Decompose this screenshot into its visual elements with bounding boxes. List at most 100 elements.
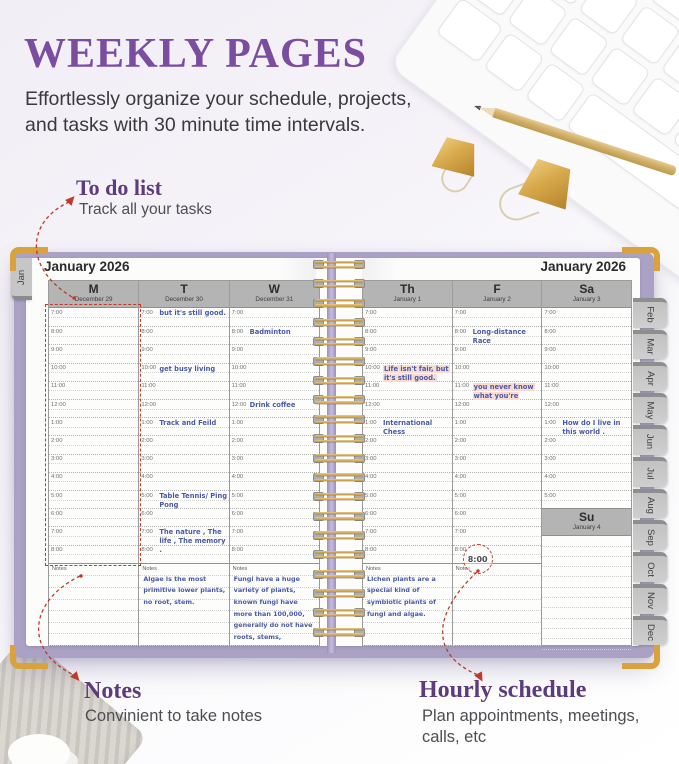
- ring-wire: [315, 594, 363, 598]
- slot-time-label: 8:00: [231, 328, 244, 335]
- half-hour-line: [542, 481, 632, 483]
- slot-time-label: 10:00: [141, 365, 157, 372]
- slot-time-label: 7:00: [141, 309, 153, 316]
- month-tab-aug: Aug: [633, 488, 667, 519]
- time-slot: 8:00: [452, 544, 542, 563]
- time-slot: 8:00: [139, 326, 229, 344]
- time-slot: 4:00: [542, 471, 632, 490]
- clip-body: [431, 135, 481, 177]
- slot-time-label: 11:00: [141, 383, 156, 390]
- ring-wire: [315, 357, 363, 360]
- ring-wire: [315, 497, 363, 501]
- slot-time-label: 7:00: [51, 528, 63, 535]
- spiral-ring: [313, 376, 365, 386]
- time-slots: 7:00 8:00 9:00 10:00 11:00 12:00 1:00 2:00 3:00 4…: [49, 308, 139, 563]
- half-hour-line: [139, 335, 229, 337]
- half-hour-line: [139, 499, 229, 501]
- month-tab-feb: Feb: [633, 298, 667, 328]
- slot-time-label: 9:00: [544, 346, 556, 353]
- ruled-line: [452, 575, 542, 577]
- ruled-line: [542, 608, 632, 619]
- month-tab-label: May: [644, 401, 656, 420]
- half-hour-line: [452, 554, 542, 556]
- month-tab-mar: Mar: [633, 329, 667, 360]
- time-slot: 9:00: [542, 344, 632, 362]
- time-slot: 11:00: [139, 380, 229, 399]
- month-tab-label: Oct: [644, 561, 656, 577]
- half-hour-line: [49, 499, 139, 501]
- half-hour-line: [363, 536, 452, 538]
- ring-wire: [315, 517, 363, 520]
- pencil-lead: [473, 104, 481, 111]
- ruled-line: [363, 645, 452, 647]
- slot-time-label: 6:00: [365, 510, 377, 517]
- gold-corner-icon: [10, 645, 48, 669]
- ring-wire: [315, 589, 363, 592]
- time-slot: 7:00: [452, 308, 542, 326]
- slot-entry: Track and Feild: [159, 419, 217, 428]
- time-slot: 12:00: [139, 399, 229, 417]
- slot-time-label: 12:00: [544, 401, 560, 408]
- day-letter: Sa: [579, 282, 595, 296]
- slot-time-label: 4:00: [544, 474, 556, 481]
- time-slot: 7:00: [49, 308, 139, 326]
- slot-time-label: 8:00: [544, 328, 556, 335]
- time-slot: 5:00: [363, 490, 452, 508]
- half-hour-line: [542, 372, 632, 374]
- spiral-ring: [313, 395, 365, 405]
- ring-wire: [315, 434, 363, 437]
- day-date: December 30: [165, 296, 203, 303]
- month-tab-label: Jul: [644, 467, 656, 480]
- half-hour-line: [49, 335, 139, 337]
- time-slot: 3:00: [49, 453, 139, 472]
- ring-wire: [315, 395, 363, 399]
- half-hour-line: [452, 536, 542, 538]
- spiral-ring: [313, 530, 365, 540]
- slot-time-label: 1:00: [141, 419, 153, 426]
- slot-time-label: 8:00: [51, 547, 63, 554]
- ring-wire: [315, 550, 363, 554]
- time-slot: 1:00: [452, 417, 542, 435]
- half-hour-line: [542, 335, 632, 337]
- half-hour-line: [229, 554, 319, 556]
- slot-time-label: 2:00: [231, 437, 244, 444]
- todo-highlight-box: [45, 304, 141, 566]
- left-page-month-header: January 2026: [44, 259, 130, 274]
- half-hour-line: [542, 463, 632, 465]
- right-week-table: Th January 1 7:00 8:00 9:00 10:00 Life isn't f…: [362, 280, 632, 660]
- slot-time-label: 7:00: [454, 528, 467, 535]
- time-slots: 7:00 8:00 9:00 10:00 11:00 12:00 1:00 How do I …: [542, 308, 632, 508]
- time-slot: 3:00: [229, 453, 319, 472]
- slot-time-label: 10:00: [454, 365, 470, 372]
- ruled-line: [363, 598, 452, 600]
- time-slot: 11:00: [49, 380, 139, 399]
- slot-time-label: 6:00: [141, 510, 153, 517]
- time-slot: 2:00: [139, 435, 229, 453]
- time-slots: 7:00 8:00 Badminton 9:00 10:00 11:00 12:00 Drin…: [229, 308, 319, 563]
- ruled-line: [363, 633, 452, 635]
- half-hour-line: [452, 463, 542, 465]
- slot-time-label: 4:00: [141, 474, 153, 481]
- half-hour-line: [139, 372, 229, 374]
- half-hour-line: [49, 481, 139, 483]
- half-hour-line: [363, 354, 452, 355]
- half-hour-line: [139, 390, 229, 392]
- ruled-line: [452, 610, 542, 612]
- month-tab-nov: Nov: [633, 584, 667, 614]
- slot-time-label: 2:00: [454, 437, 467, 444]
- ring-wire: [315, 285, 363, 288]
- slot-time-label: 7:00: [141, 528, 153, 535]
- day-header: T December 30: [139, 281, 229, 308]
- ruled-line: [49, 598, 139, 600]
- half-hour-line: [49, 408, 139, 410]
- ruled-line: [452, 598, 542, 600]
- spiral-ring: [313, 511, 365, 521]
- ruled-line: [542, 619, 632, 629]
- ruled-line: [49, 587, 139, 589]
- ring-wire: [315, 318, 363, 321]
- notes-label: Notes: [52, 565, 67, 572]
- half-hour-line: [49, 426, 139, 428]
- ring-wire: [315, 420, 363, 423]
- time-slot: 8:00: [542, 326, 632, 344]
- slot-time-label: 10:00: [51, 365, 66, 372]
